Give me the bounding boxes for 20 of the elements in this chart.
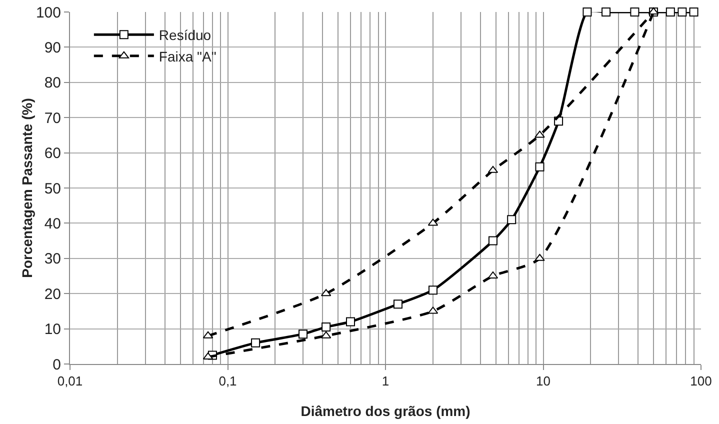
x-tick-label: 10 — [536, 374, 550, 389]
legend-label: Faixa "A" — [158, 48, 216, 64]
y-tick-label: 0 — [52, 356, 61, 374]
x-tick-label: 1 — [382, 374, 390, 389]
y-tick-label: 80 — [44, 74, 61, 92]
y-tick-label: 40 — [44, 215, 61, 232]
x-axis-title: Diâmetro dos grãos (mm) — [300, 403, 470, 419]
x-tick-label: 0,1 — [218, 374, 237, 389]
y-tick-label: 60 — [44, 145, 61, 162]
y-axis-title: Porcentagem Passante (%) — [19, 98, 35, 278]
y-tick-label: 90 — [44, 39, 61, 56]
y-tick-label: 50 — [44, 180, 61, 198]
x-tick-label: 100 — [690, 374, 712, 389]
y-tick-label: 30 — [44, 250, 61, 268]
y-tick-label: 70 — [44, 110, 61, 127]
y-tick-label: 20 — [44, 286, 61, 303]
legend-label: Resíduo — [158, 27, 212, 44]
y-tick-label: 100 — [36, 4, 61, 22]
x-tick-label: 0,01 — [57, 374, 83, 389]
y-tick-label: 10 — [44, 321, 61, 338]
